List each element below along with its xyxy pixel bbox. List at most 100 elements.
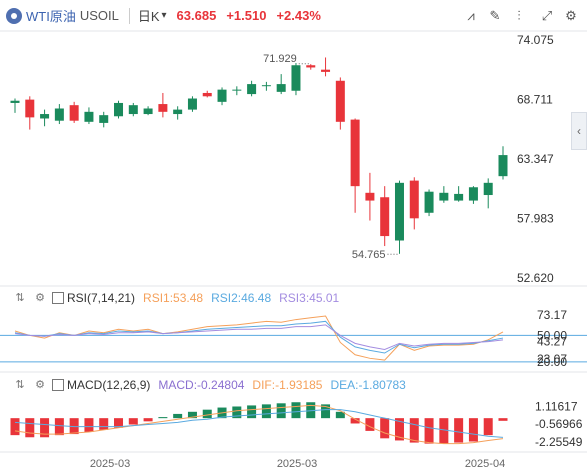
macd-bar	[128, 418, 138, 425]
settings-icon[interactable]: ⚙	[35, 292, 45, 304]
time-tick-label: 2025-04	[465, 458, 505, 470]
sync-icon[interactable]: ⇅	[15, 292, 25, 304]
macd-bar	[321, 404, 331, 419]
macd-bar	[84, 418, 94, 432]
macd-bar	[40, 418, 50, 438]
candle-body	[350, 119, 360, 187]
rsi-series-line	[14, 324, 504, 351]
macd-bar	[247, 405, 257, 419]
macd-bar	[498, 418, 508, 421]
rsi-tick-label: 50.00	[537, 328, 567, 342]
sync-icon[interactable]: ⇅	[15, 379, 25, 391]
time-axis: 2025-03 2025-03 2025-04	[90, 458, 505, 470]
macd-bar	[424, 418, 434, 444]
macd-bar	[173, 413, 183, 419]
candle-body	[261, 85, 271, 87]
candle-body	[247, 84, 257, 95]
candle-body	[187, 98, 197, 110]
macd-bar	[232, 406, 242, 419]
price-axis: 74.075 68.711 63.347 57.983 52.620	[517, 33, 554, 285]
macd-bar	[483, 418, 493, 436]
macd-bar	[158, 417, 168, 419]
symbol-code: USOIL	[79, 8, 119, 23]
candle-body	[424, 191, 434, 213]
macd-tick-label: -2.25549	[535, 435, 583, 449]
square-icon[interactable]	[52, 292, 64, 304]
candle-series	[10, 57, 508, 254]
candle-body	[10, 100, 20, 103]
candle-body	[291, 65, 301, 91]
candle-body	[54, 108, 64, 121]
rsi-tick-label: 23.07	[537, 352, 567, 366]
rsi-tick-label: 43.27	[537, 334, 567, 348]
candle-body	[335, 80, 345, 122]
candle-body	[232, 89, 242, 91]
settings-icon[interactable]: ⚙	[35, 379, 45, 391]
candle-body	[143, 108, 153, 115]
period-selector[interactable]: 日K	[137, 9, 160, 24]
dif-line	[14, 404, 504, 445]
candle-body	[483, 182, 493, 196]
candle-body	[25, 99, 35, 118]
macd-bar	[306, 402, 316, 419]
macd-title: MACD(12,26,9)	[67, 378, 151, 392]
candle-body	[394, 182, 404, 241]
symbol-name[interactable]: WTI原油	[26, 9, 76, 24]
macd-bar	[439, 418, 449, 444]
time-tick-label: 2025-03	[277, 458, 317, 470]
candle-body	[454, 193, 464, 201]
macd-bar	[10, 418, 20, 436]
candle-body	[158, 104, 168, 112]
macd-bar	[143, 418, 153, 422]
candle-body	[40, 114, 50, 119]
macd-panel: 1.11617 -0.56966 -2.25549	[10, 399, 583, 449]
macd-tick-label: 1.11617	[535, 399, 578, 413]
candle-body	[173, 109, 183, 115]
rsi1-value: RSI1:53.48	[143, 291, 204, 305]
price-annotation: 71.929	[263, 53, 297, 65]
rsi-title: RSI(7,14,21)	[67, 291, 136, 305]
rsi-tick-label: 20.00	[537, 355, 567, 369]
macd-bar	[25, 418, 35, 438]
rsi-series-line	[14, 320, 504, 354]
chevron-down-icon[interactable]: ▾	[161, 10, 167, 21]
dea-line	[14, 409, 504, 438]
price-annotations: 71.929 54.765	[263, 53, 400, 261]
divider	[128, 7, 130, 24]
settings-icon[interactable]: ⚙	[565, 8, 577, 23]
fullscreen-icon[interactable]: ⤢	[541, 8, 553, 23]
macd-bar	[202, 409, 212, 419]
square-icon[interactable]	[52, 379, 64, 391]
price-change: +1.510	[226, 8, 267, 23]
candle-body	[380, 197, 390, 237]
candle-body	[468, 187, 478, 201]
candle-body	[321, 69, 331, 72]
chart-header: WTI原油 USOIL 日K ▾ 63.685 +1.510 +2.43%	[0, 0, 587, 31]
macd-header: ⇅ ⚙ MACD(12,26,9) MACD:-0.24804 DIF:-1.9…	[0, 376, 405, 394]
symbol-icon	[6, 7, 22, 24]
candle-body	[99, 115, 109, 123]
last-price: 63.685	[176, 8, 217, 23]
indicator-icon[interactable]: ⫶	[517, 8, 521, 23]
candle-body	[409, 180, 419, 219]
rsi-tick-label: 73.17	[537, 308, 567, 322]
macd-bar	[394, 418, 404, 441]
candle-body	[69, 105, 79, 121]
macd-value: MACD:-0.24804	[158, 378, 245, 392]
pencil-icon[interactable]: ✎	[489, 8, 501, 23]
macd-bar	[54, 418, 64, 436]
price-tick-label: 74.075	[517, 33, 554, 47]
candle-body	[498, 155, 508, 177]
chart-tool-icon[interactable]: ⩘	[467, 8, 475, 23]
macd-bar	[99, 418, 109, 430]
rsi3-value: RSI3:45.01	[279, 291, 340, 305]
macd-bar	[187, 411, 197, 419]
candle-body	[276, 84, 286, 92]
macd-bar	[69, 418, 79, 435]
macd-bar	[365, 418, 375, 431]
candle-body	[217, 89, 227, 102]
macd-bar	[114, 418, 124, 428]
price-change-pct: +2.43%	[276, 8, 321, 23]
